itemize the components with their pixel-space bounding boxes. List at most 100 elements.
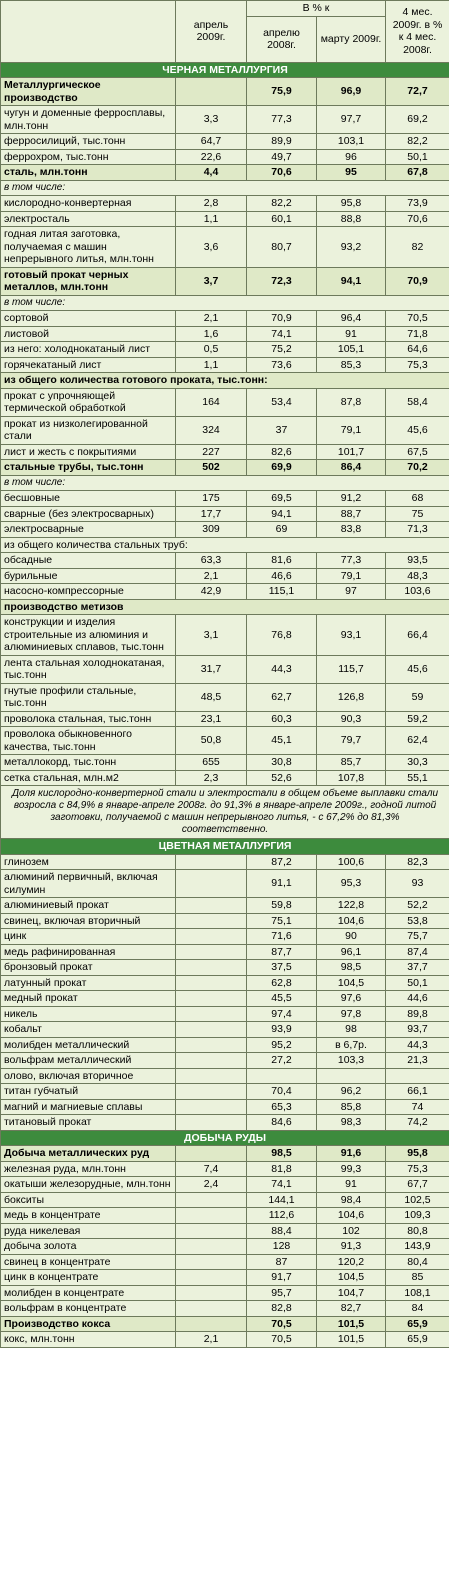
value-cell: 104,7 xyxy=(316,1284,386,1301)
value-cell: 96 xyxy=(316,148,386,165)
header-empty xyxy=(0,0,176,63)
table-row: прокат из низколегированной стали 324 37 79… xyxy=(0,415,449,445)
row-label: обсадные xyxy=(0,552,176,569)
value-cell: 69,2 xyxy=(385,105,449,134)
value-cell: 65,3 xyxy=(246,1098,317,1115)
header-group: В % к xyxy=(246,0,386,17)
value-cell: 94,1 xyxy=(246,505,317,522)
value-cell: 75,9 xyxy=(246,77,317,106)
value-cell xyxy=(175,1021,247,1038)
row-label: добыча золота xyxy=(0,1238,176,1255)
value-cell: 90 xyxy=(316,928,386,945)
row-label: окатыши железорудные, млн.тонн xyxy=(0,1176,176,1193)
row-label: кислородно-конвертерная xyxy=(0,195,176,212)
value-cell xyxy=(175,912,247,929)
value-cell: 95,3 xyxy=(316,869,386,898)
value-cell: 50,8 xyxy=(175,726,247,755)
table-row: из него: холоднокатаный лист 0,5 75,2 105,1… xyxy=(0,341,449,358)
table-row: годная литая заготовка, получаемая с маш… xyxy=(0,226,449,268)
value-cell: 98,5 xyxy=(316,959,386,976)
row-label: горячекатаный лист xyxy=(0,356,176,373)
value-cell: 93,1 xyxy=(316,614,386,656)
value-cell: 64,6 xyxy=(385,341,449,358)
value-cell: 143,9 xyxy=(385,1238,449,1255)
row-label: Производство кокса xyxy=(0,1315,176,1332)
value-cell: 87,8 xyxy=(316,387,386,417)
value-cell xyxy=(175,1067,247,1084)
span-label: производство метизов xyxy=(0,598,449,615)
value-cell: 102,5 xyxy=(385,1191,449,1208)
value-cell: 70,2 xyxy=(385,459,449,476)
value-cell: 101,5 xyxy=(316,1315,386,1332)
table-row: готовый прокат черных металлов, млн.тонн… xyxy=(0,266,449,296)
value-cell: 75,3 xyxy=(385,1160,449,1177)
value-cell: 89,8 xyxy=(385,1005,449,1022)
value-cell: 62,4 xyxy=(385,726,449,755)
value-cell: 96,9 xyxy=(316,77,386,106)
table-row: бесшовные 175 69,5 91,2 68 xyxy=(0,490,449,507)
value-cell: 91,3 xyxy=(316,1238,386,1255)
value-cell: 44,3 xyxy=(246,654,317,684)
table-row: медь в концентрате 112,6 104,6 109,3 xyxy=(0,1207,449,1224)
table-row: кобальт 93,9 98 93,7 xyxy=(0,1021,449,1038)
table-row: медный прокат 45,5 97,6 44,6 xyxy=(0,990,449,1007)
value-cell: 53,8 xyxy=(385,912,449,929)
section-title: ДОБЫЧА РУДЫ xyxy=(0,1129,449,1146)
value-cell: 103,6 xyxy=(385,583,449,600)
value-cell: 59 xyxy=(385,682,449,712)
section-row: ЧЕРНАЯ МЕТАЛЛУРГИЯ xyxy=(0,61,449,78)
value-cell: 73,9 xyxy=(385,195,449,212)
row-label: сварные (без электросварных) xyxy=(0,505,176,522)
row-label: электросталь xyxy=(0,210,176,227)
value-cell: 91,7 xyxy=(246,1269,317,1286)
value-cell: 69 xyxy=(246,521,317,538)
value-cell: 103,1 xyxy=(316,133,386,150)
table-row: проволока стальная, тыс.тонн 23,1 60,3 90,3… xyxy=(0,710,449,727)
value-cell: 103,3 xyxy=(316,1052,386,1069)
row-label: бокситы xyxy=(0,1191,176,1208)
value-cell: 2,1 xyxy=(175,567,247,584)
value-cell xyxy=(175,990,247,1007)
value-cell: 95,8 xyxy=(316,195,386,212)
row-label: сетка стальная, млн.м2 xyxy=(0,769,176,786)
row-label: цинк в концентрате xyxy=(0,1269,176,1286)
value-cell: 67,8 xyxy=(385,164,449,181)
row-label: Металлургическое производство xyxy=(0,77,176,106)
value-cell: 93 xyxy=(385,869,449,898)
value-cell xyxy=(175,1098,247,1115)
value-cell: 87,4 xyxy=(385,943,449,960)
value-cell: 63,3 xyxy=(175,552,247,569)
row-label: металлокорд, тыс.тонн xyxy=(0,754,176,771)
value-cell: 50,1 xyxy=(385,148,449,165)
value-cell: 59,2 xyxy=(385,710,449,727)
value-cell: 60,3 xyxy=(246,710,317,727)
table-row: Добыча металлических руд 98,5 91,6 95,8 xyxy=(0,1145,449,1162)
value-cell: 23,1 xyxy=(175,710,247,727)
value-cell: 97,7 xyxy=(316,105,386,134)
table-row: чугун и доменные ферросплавы, млн.тонн 3,… xyxy=(0,105,449,134)
value-cell: 74 xyxy=(385,1098,449,1115)
row-label: лист и жесть с покрытиями xyxy=(0,443,176,460)
value-cell: 89,9 xyxy=(246,133,317,150)
header-sub: марту 2009г. xyxy=(316,15,386,63)
value-cell: 37 xyxy=(246,415,317,445)
value-cell: 1,1 xyxy=(175,210,247,227)
row-label: конструкции и изделия строительные из ал… xyxy=(0,614,176,656)
value-cell: 77,3 xyxy=(246,105,317,134)
value-cell xyxy=(175,1284,247,1301)
value-cell: 74,2 xyxy=(385,1114,449,1131)
table-row: цинк 71,6 90 75,7 xyxy=(0,928,449,945)
value-cell xyxy=(175,1207,247,1224)
table-row: олово, включая вторичное xyxy=(0,1067,449,1084)
span-label: из общего количества готового проката, т… xyxy=(0,372,449,389)
row-label: гнутые профили стальные, тыс.тонн xyxy=(0,682,176,712)
row-label: чугун и доменные ферросплавы, млн.тонн xyxy=(0,105,176,134)
value-cell: в 6,7р. xyxy=(316,1036,386,1053)
value-cell: 82,6 xyxy=(246,443,317,460)
value-cell: 53,4 xyxy=(246,387,317,417)
value-cell: 107,8 xyxy=(316,769,386,786)
span-label: из общего количества стальных труб: xyxy=(0,536,449,553)
value-cell: 1,6 xyxy=(175,325,247,342)
value-cell xyxy=(175,959,247,976)
